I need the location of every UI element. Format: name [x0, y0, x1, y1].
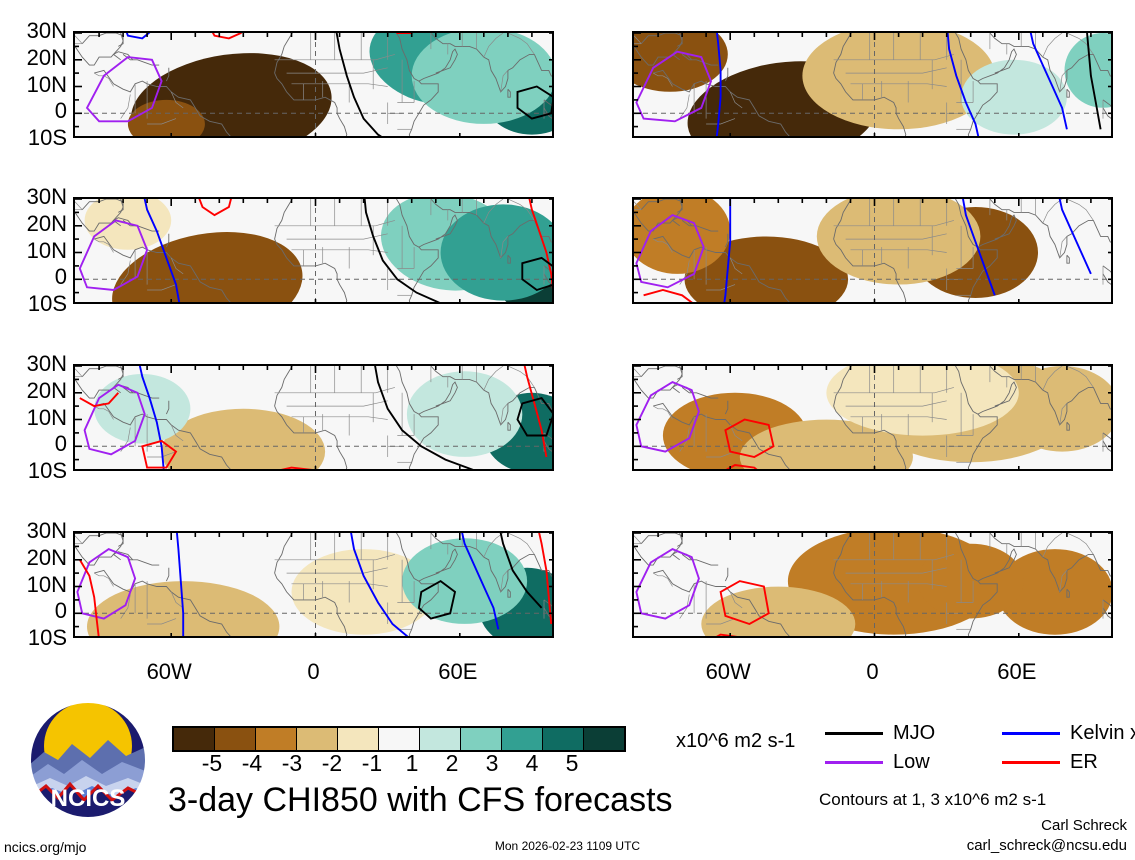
x-tick-label: 0: [866, 659, 879, 684]
colorbar-swatch: [174, 728, 214, 750]
legend-label: MJO: [893, 722, 936, 744]
legend-line-er: [1002, 761, 1060, 764]
y-tick-label: 30N: [26, 351, 67, 376]
colorbar-tick-label: -5: [201, 750, 223, 776]
y-tick-label: 20N: [26, 377, 67, 403]
legend-label: Kelvin x2: [1070, 722, 1135, 744]
colorbar-swatch: [460, 728, 501, 750]
colorbar-swatch: [583, 728, 624, 750]
y-tick-label: 0: [54, 264, 67, 290]
x-tick-label: 60W: [705, 659, 751, 684]
map-canvas: [73, 197, 554, 304]
map-canvas: [73, 31, 554, 138]
legend-label: ER: [1070, 751, 1098, 773]
colorbar-tick-label: 2: [445, 750, 459, 776]
x-tick-label: 0: [307, 659, 320, 684]
logo-text: NCICS: [51, 785, 126, 812]
y-tick-label: 10S: [27, 625, 67, 650]
x-tick-label: 60E: [997, 659, 1037, 684]
y-tick-label: 20N: [26, 44, 67, 70]
main-title: 3-day CHI850 with CFS forecasts: [168, 781, 673, 819]
y-tick-label: 10S: [27, 291, 67, 316]
x-tick-label: 60W: [146, 659, 192, 684]
y-tick-label: 30N: [26, 518, 67, 543]
colorbar-units-label: x10^6 m2 s-1: [676, 730, 796, 752]
colorbar-swatch: [419, 728, 460, 750]
colorbar: [172, 726, 626, 752]
legend-line-mjo: [825, 732, 883, 735]
y-tick-label: 10N: [26, 237, 67, 263]
x-tick-label: 60E: [438, 659, 478, 684]
site-url: ncics.org/mjo: [4, 839, 87, 855]
contour-note: Contours at 1, 3 x10^6 m2 s-1: [819, 790, 1047, 809]
colorbar-swatch: [501, 728, 542, 750]
ncics-logo: NCICS: [29, 701, 147, 819]
y-tick-label: 10N: [26, 404, 67, 430]
y-tick-label: 0: [54, 431, 67, 457]
colorbar-swatch: [378, 728, 419, 750]
map-canvas: [73, 364, 554, 471]
y-tick-label: 30N: [26, 184, 67, 209]
colorbar-swatch: [296, 728, 337, 750]
colorbar-tick-label: -4: [241, 750, 263, 776]
map-canvas: [73, 531, 554, 638]
colorbar-swatch: [337, 728, 378, 750]
y-tick-label: 30N: [26, 18, 67, 43]
colorbar-tick-label: -3: [281, 750, 303, 776]
map-canvas: [632, 197, 1113, 304]
legend-line-kelvin-x2: [1002, 732, 1060, 735]
colorbar-tick-label: 1: [405, 750, 419, 776]
colorbar-tick-label: 4: [525, 750, 539, 776]
timestamp: Mon 2026-02-23 1109 UTC: [494, 839, 641, 853]
y-tick-label: 0: [54, 98, 67, 124]
colorbar-tick-label: -2: [321, 750, 343, 776]
map-canvas: [632, 31, 1113, 138]
map-canvas: [632, 531, 1113, 638]
colorbar-tick-label: -1: [361, 750, 383, 776]
colorbar-swatch: [255, 728, 296, 750]
y-tick-label: 10S: [27, 125, 67, 150]
author-name: Carl Schreck: [1041, 817, 1127, 834]
y-tick-label: 10N: [26, 571, 67, 597]
map-canvas: [632, 364, 1113, 471]
colorbar-tick-label: 5: [565, 750, 579, 776]
colorbar-swatch: [542, 728, 583, 750]
legend-label: Low: [893, 751, 930, 773]
y-tick-label: 10N: [26, 71, 67, 97]
colorbar-tick-label: 3: [485, 750, 499, 776]
author-email: carl_schreck@ncsu.edu: [966, 837, 1127, 854]
y-tick-label: 10S: [27, 458, 67, 483]
colorbar-swatch: [214, 728, 255, 750]
y-tick-label: 0: [54, 598, 67, 624]
legend-line-low: [825, 761, 883, 764]
y-tick-label: 20N: [26, 210, 67, 236]
y-tick-label: 20N: [26, 544, 67, 570]
